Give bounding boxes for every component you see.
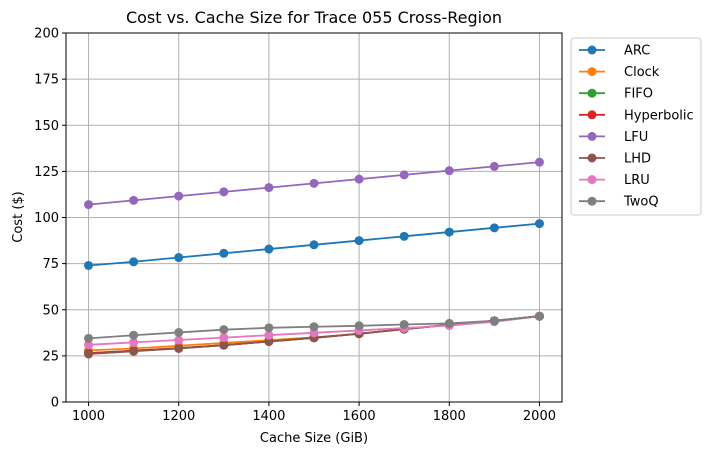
data-point-twoq xyxy=(174,327,184,337)
y-tick-label: 50 xyxy=(42,303,59,318)
legend-marker-arc xyxy=(587,45,597,55)
legend-label-clock: Clock xyxy=(624,65,660,80)
y-axis: 0 25 50 75 100 125 150 175 200 xyxy=(34,27,66,411)
data-point-twoq xyxy=(534,311,544,321)
legend-marker-lhd xyxy=(587,153,597,163)
data-point-twoq xyxy=(264,323,274,333)
legend-item-lru: LRU xyxy=(579,173,650,188)
legend-label-lru: LRU xyxy=(624,173,650,188)
data-point-arc xyxy=(489,223,499,233)
data-point-lfu xyxy=(174,191,184,201)
x-tick-label: 2000 xyxy=(523,409,556,424)
y-tick-label: 0 xyxy=(51,396,59,411)
y-tick-label: 150 xyxy=(34,119,59,134)
data-point-lhd xyxy=(174,343,184,353)
data-point-twoq xyxy=(129,330,139,340)
data-point-lru xyxy=(129,337,139,347)
x-tick-label: 1000 xyxy=(72,409,105,424)
data-point-arc xyxy=(444,227,454,237)
legend-item-hyperbolic: Hyperbolic xyxy=(579,108,694,123)
x-tick-label: 1800 xyxy=(433,409,466,424)
series-arc xyxy=(84,219,544,270)
legend-item-lhd: LHD xyxy=(579,152,651,167)
data-point-lfu xyxy=(264,183,274,193)
legend-item-lfu: LFU xyxy=(579,130,648,145)
data-point-lfu xyxy=(84,200,94,210)
data-point-twoq xyxy=(399,320,409,330)
legend-frame xyxy=(570,37,702,216)
data-point-lhd xyxy=(264,336,274,346)
data-point-lhd xyxy=(219,340,229,350)
x-axis: 1000 1200 1400 1600 1800 2000 xyxy=(72,402,556,424)
series-twoq xyxy=(84,311,544,343)
data-point-twoq xyxy=(219,325,229,335)
data-point-lru xyxy=(174,335,184,345)
data-point-arc xyxy=(174,253,184,263)
data-point-lru xyxy=(84,340,94,350)
legend-marker-twoq xyxy=(587,196,597,206)
data-point-arc xyxy=(84,260,94,270)
x-tick-label: 1600 xyxy=(343,409,376,424)
data-point-twoq xyxy=(84,333,94,343)
legend-item-arc: ARC xyxy=(579,44,650,59)
y-tick-label: 75 xyxy=(42,257,59,272)
series-lfu xyxy=(84,157,544,210)
data-point-lfu xyxy=(219,187,229,197)
data-point-lru xyxy=(219,333,229,343)
data-point-lfu xyxy=(129,195,139,205)
chart-title: Cost vs. Cache Size for Trace 055 Cross-… xyxy=(126,8,502,27)
legend-label-arc: ARC xyxy=(624,44,650,59)
y-tick-label: 175 xyxy=(34,73,59,88)
data-point-twoq xyxy=(354,321,364,331)
x-tick-label: 1200 xyxy=(162,409,195,424)
legend-label-lhd: LHD xyxy=(624,152,651,167)
y-axis-label: Cost ($) xyxy=(11,191,26,242)
x-tick-label: 1400 xyxy=(252,409,285,424)
data-point-lfu xyxy=(534,157,544,167)
legend-marker-clock xyxy=(587,67,597,77)
data-point-twoq xyxy=(309,322,319,332)
legend-item-fifo: FIFO xyxy=(579,87,653,102)
x-axis-label: Cache Size (GiB) xyxy=(260,431,368,446)
legend-item-clock: Clock xyxy=(579,65,660,80)
legend-marker-lru xyxy=(587,175,597,185)
legend-label-twoq: TwoQ xyxy=(623,195,659,210)
data-point-lfu xyxy=(399,170,409,180)
legend-label-hyperbolic: Hyperbolic xyxy=(624,108,694,123)
y-tick-label: 125 xyxy=(34,165,59,180)
legend-label-fifo: FIFO xyxy=(624,87,653,102)
data-point-arc xyxy=(354,236,364,246)
data-point-arc xyxy=(219,248,229,258)
legend-marker-fifo xyxy=(587,88,597,98)
data-point-arc xyxy=(129,257,139,267)
legend-marker-hyperbolic xyxy=(587,110,597,120)
legend: ARC Clock FIFO Hyperbolic LFU LHD LRU TwoQ xyxy=(570,37,702,216)
data-point-lru xyxy=(264,330,274,340)
data-point-arc xyxy=(264,244,274,254)
data-point-arc xyxy=(309,240,319,250)
data-point-arc xyxy=(534,219,544,229)
legend-label-lfu: LFU xyxy=(624,130,648,145)
data-point-lhd xyxy=(129,346,139,356)
data-point-twoq xyxy=(444,318,454,328)
series-group xyxy=(84,157,544,359)
data-point-lfu xyxy=(309,178,319,188)
data-point-lhd xyxy=(84,349,94,359)
data-point-twoq xyxy=(489,316,499,326)
legend-marker-lfu xyxy=(587,131,597,141)
y-tick-label: 100 xyxy=(34,211,59,226)
data-point-arc xyxy=(399,231,409,241)
data-point-lfu xyxy=(444,166,454,176)
legend-item-twoq: TwoQ xyxy=(579,195,659,210)
data-point-lfu xyxy=(354,174,364,184)
y-tick-label: 200 xyxy=(34,27,59,42)
y-tick-label: 25 xyxy=(42,349,59,364)
data-point-lfu xyxy=(489,161,499,171)
